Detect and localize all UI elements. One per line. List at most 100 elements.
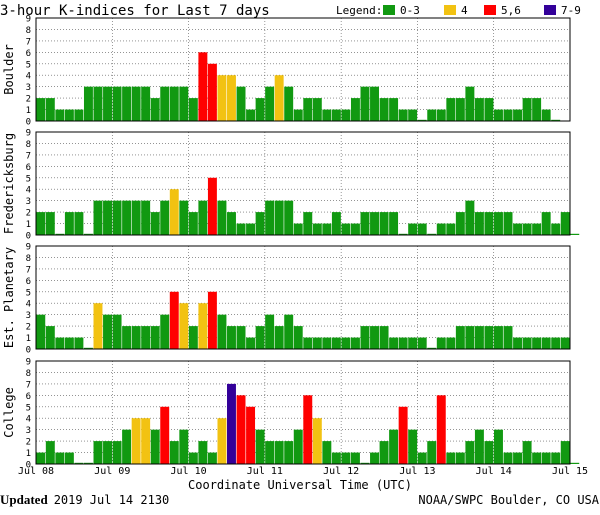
bar-est-planetary-4	[74, 337, 84, 349]
bar-boulder-13	[160, 86, 170, 121]
panel-label: Est. Planetary	[2, 247, 16, 348]
x-axis: Jul 08 Jul 09 Jul 10 Jul 11 Jul 12 Jul 13 Jul …	[18, 466, 588, 477]
legend-swatch-3	[544, 5, 556, 15]
x-tick-label: Jul 11	[247, 466, 283, 477]
bar-college-56	[570, 462, 580, 464]
bar-college-50	[513, 452, 523, 464]
panel-0: 0 12 34 56 789 Boulder	[2, 15, 571, 128]
bar-est-planetary-35	[370, 326, 379, 349]
bar-est-planetary-23	[255, 326, 265, 349]
y-tick-label: 9	[26, 129, 31, 139]
bar-college-20	[227, 383, 236, 464]
bar-college-45	[465, 441, 475, 464]
bar-boulder-18	[207, 63, 217, 121]
bar-boulder-7	[103, 86, 112, 121]
bar-college-34	[360, 462, 370, 464]
panel-frame	[35, 131, 571, 236]
bar-college-47	[484, 441, 494, 464]
bar-boulder-34	[360, 86, 370, 121]
bar-fredericksburg-37	[389, 212, 399, 235]
bar-boulder-29	[312, 98, 322, 121]
bar-fredericksburg-2	[55, 233, 65, 235]
footer-updated-label: Updated	[0, 492, 48, 507]
bar-fredericksburg-0	[36, 212, 46, 235]
y-tick-label: 2	[26, 209, 31, 219]
y-tick-label: 5	[26, 60, 31, 70]
bar-boulder-1	[45, 98, 55, 121]
bar-college-32	[341, 452, 351, 464]
bar-est-planetary-43	[446, 337, 456, 349]
bar-fredericksburg-53	[541, 212, 551, 235]
bar-est-planetary-50	[513, 337, 523, 349]
bar-boulder-8	[112, 86, 122, 121]
panel-label: Boulder	[2, 44, 16, 95]
bar-college-46	[474, 429, 484, 464]
bar-fredericksburg-18	[207, 177, 217, 235]
y-tick-label: 9	[26, 15, 31, 25]
y-tick-label: 1	[26, 449, 31, 459]
bar-fredericksburg-40	[417, 223, 427, 235]
bar-fredericksburg-55	[560, 212, 570, 235]
panel-2: 0 12 34 56 789 Est. Planetary	[2, 243, 571, 356]
y-tick-label: 7	[26, 151, 31, 161]
chart-panels: 0123456789Boulder0123456789Fredericksbur…	[2, 15, 580, 471]
bar-college-5	[83, 462, 93, 464]
bar-college-28	[303, 395, 313, 464]
y-tick-label: 0	[26, 346, 31, 356]
bar-college-25	[274, 441, 284, 464]
bar-boulder-52	[532, 98, 542, 121]
bar-fredericksburg-46	[474, 212, 484, 235]
legend-label-3: 7-9	[561, 4, 581, 17]
bar-boulder-10	[131, 86, 141, 121]
bar-est-planetary-52	[532, 337, 542, 349]
bar-boulder-54	[551, 119, 561, 121]
bar-fredericksburg-9	[122, 200, 132, 235]
bar-est-planetary-11	[141, 326, 151, 349]
bar-fredericksburg-39	[408, 223, 418, 235]
y-tick-label: 9	[26, 243, 31, 253]
bar-college-3	[64, 452, 74, 464]
bar-boulder-27	[293, 109, 303, 121]
bar-boulder-15	[179, 86, 189, 121]
bar-fredericksburg-8	[112, 200, 122, 235]
bar-est-planetary-25	[274, 326, 284, 349]
y-tick-label: 4	[26, 415, 31, 425]
y-tick-label: 3	[26, 426, 31, 436]
bar-fredericksburg-38	[398, 233, 408, 235]
bar-est-planetary-48	[494, 326, 503, 349]
bar-boulder-30	[322, 109, 332, 121]
bar-college-30	[322, 441, 332, 464]
bar-fredericksburg-47	[484, 212, 494, 235]
panel-3: 0 12 34 56 789 College	[2, 358, 580, 471]
bar-fredericksburg-35	[370, 212, 379, 235]
bar-est-planetary-31	[331, 337, 341, 349]
bar-est-planetary-14	[169, 291, 179, 349]
y-tick-label: 0	[26, 461, 31, 471]
bar-fredericksburg-22	[246, 223, 256, 235]
panel-frame	[35, 360, 571, 465]
panel-label: College	[2, 387, 16, 438]
bar-college-11	[141, 418, 151, 464]
bar-est-planetary-47	[484, 326, 494, 349]
y-tick-label: 7	[26, 37, 31, 47]
y-tick-label: 4	[26, 72, 31, 82]
bar-college-19	[217, 418, 227, 464]
bar-est-planetary-13	[160, 314, 170, 349]
bar-est-planetary-0	[36, 314, 46, 349]
bar-boulder-45	[465, 86, 475, 121]
bar-college-48	[494, 429, 503, 464]
bar-college-17	[198, 441, 208, 464]
bar-fredericksburg-3	[64, 212, 74, 235]
bar-est-planetary-2	[55, 337, 65, 349]
bar-college-4	[74, 462, 84, 464]
bar-est-planetary-39	[408, 337, 418, 349]
bar-est-planetary-10	[131, 326, 141, 349]
bar-college-42	[436, 395, 446, 464]
bar-est-planetary-46	[474, 326, 484, 349]
bar-fredericksburg-5	[83, 233, 93, 235]
bar-boulder-19	[217, 75, 227, 121]
y-tick-label: 2	[26, 323, 31, 333]
footer-updated-value: 2019 Jul 14 2130	[54, 493, 170, 507]
bar-boulder-40	[417, 119, 427, 121]
bar-boulder-46	[474, 98, 484, 121]
